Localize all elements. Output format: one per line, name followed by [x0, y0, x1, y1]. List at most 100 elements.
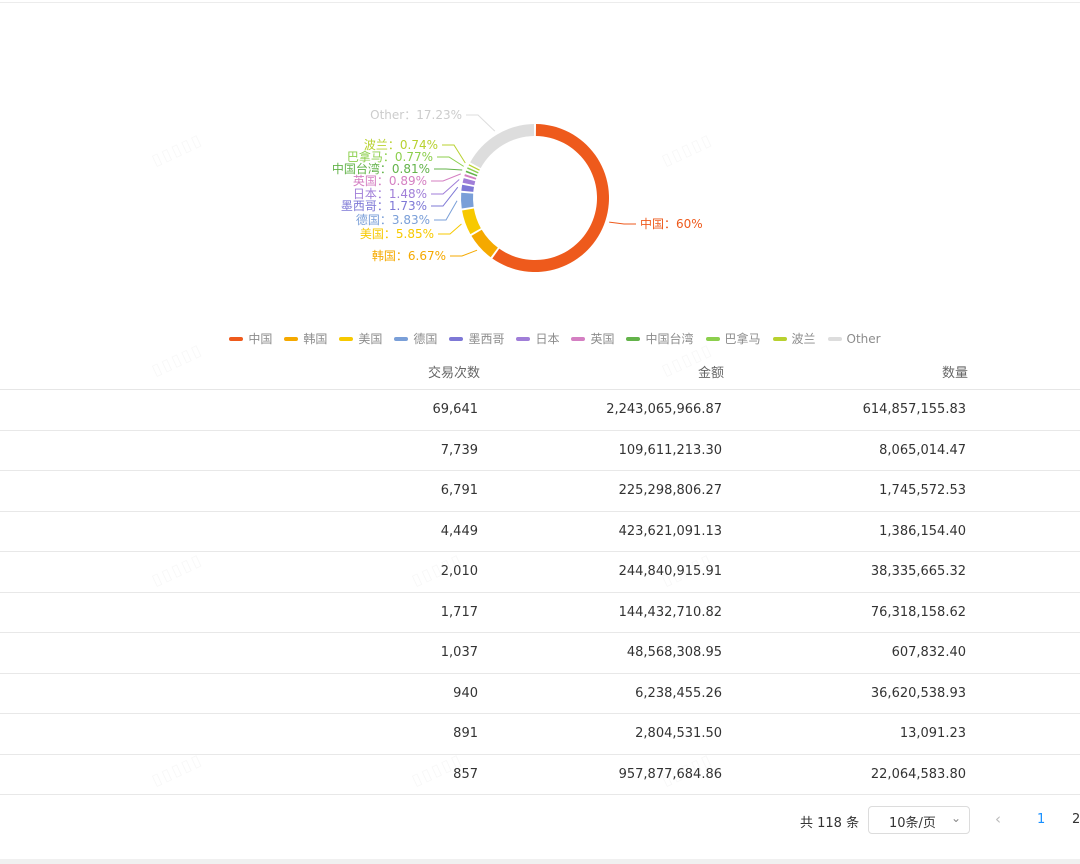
label-line: [442, 144, 466, 164]
table-row: 69,641 2,243,065,966.87 614,857,155.83: [0, 390, 1080, 431]
legend-label: 波兰: [791, 332, 816, 346]
cell-quantity: 1,386,154.40: [879, 523, 966, 539]
legend-swatch: [626, 336, 641, 341]
pie-slice[interactable]: [460, 192, 474, 209]
pie-slice[interactable]: [471, 229, 498, 258]
label-line: [434, 200, 458, 221]
page-size-label: 10条/页: [889, 816, 936, 831]
legend-label: 美国: [358, 332, 383, 346]
page-2-button[interactable]: 2: [1072, 812, 1080, 827]
legend-swatch: [705, 336, 720, 341]
pie-slice[interactable]: [464, 174, 477, 180]
label-line: [431, 186, 459, 207]
cell-amount: 109,611,213.30: [618, 442, 722, 458]
cell-trades: 69,641: [432, 402, 479, 417]
header-trades[interactable]: 交易次数: [427, 366, 480, 381]
legend-label: 墨西哥: [468, 332, 505, 346]
pie-slice[interactable]: [461, 184, 474, 192]
cell-quantity: 607,832.40: [891, 645, 966, 660]
legend-swatch: [571, 336, 586, 341]
header-quantity[interactable]: 数量: [941, 366, 968, 381]
slice-label: 韩国：6.67%: [372, 248, 446, 263]
cell-trades: 1,037: [440, 645, 478, 660]
label-line: [438, 223, 462, 235]
cell-quantity: 76,318,158.62: [870, 604, 966, 620]
cell-amount: 6,238,455.26: [635, 685, 722, 701]
cell-trades: 940: [453, 685, 478, 701]
legend-swatch: [516, 336, 531, 341]
legend-label: 中国台湾: [645, 332, 694, 346]
cell-quantity: 1,745,572.53: [879, 483, 966, 498]
table-row: 7,739 109,611,213.30 8,065,014.47: [0, 431, 1080, 471]
legend-swatch: [772, 336, 787, 341]
cell-amount: 2,243,065,966.87: [606, 402, 722, 417]
legend-item[interactable]: 中国: [229, 330, 272, 347]
cell-trades: 6,791: [440, 483, 478, 498]
legend-label: Other: [846, 331, 881, 346]
cell-quantity: 614,857,155.83: [862, 402, 966, 417]
legend-swatch: [339, 336, 354, 341]
pie-slice[interactable]: [462, 178, 476, 186]
legend-swatch: [827, 336, 842, 341]
table-row: 857 957,877,684.86 22,064,583.80: [0, 755, 1080, 795]
legend-swatch: [394, 336, 409, 341]
page-size-select[interactable]: 10条/页 ⌄: [868, 806, 970, 834]
pie-slice[interactable]: [468, 164, 480, 171]
legend-label: 中国: [248, 332, 273, 346]
cell-amount: 957,877,684.86: [618, 766, 722, 782]
cell-quantity: 36,620,538.93: [870, 685, 966, 701]
cell-quantity: 13,091.23: [899, 726, 966, 741]
pie-slice[interactable]: [465, 170, 478, 177]
table-row: 1,037 48,568,308.95 607,832.40: [0, 633, 1080, 674]
table-header: 交易次数 金额 数量: [0, 350, 1080, 390]
cell-amount: 244,840,915.91: [618, 564, 722, 579]
chevron-left-icon[interactable]: ‹: [995, 810, 1001, 828]
cell-amount: 48,568,308.95: [626, 645, 722, 660]
label-line: [431, 179, 460, 195]
cell-amount: 144,432,710.82: [618, 604, 722, 620]
chevron-down-icon: ⌄: [950, 811, 961, 825]
legend-item[interactable]: 德国: [394, 330, 437, 347]
donut-chart: 中国：60% 韩国：6.67% 美国：5.85%德国：3.83%墨西哥：1.73%日…: [332, 108, 703, 273]
cell-amount: 423,621,091.13: [618, 523, 722, 539]
legend-item[interactable]: 日本: [516, 330, 559, 347]
table-row: 2,010 244,840,915.91 38,335,665.32: [0, 552, 1080, 593]
legend-item[interactable]: 美国: [339, 330, 382, 347]
slice-label: 中国：60%: [640, 216, 703, 231]
cell-quantity: 22,064,583.80: [870, 766, 966, 782]
slice-label: Other：17.23%: [370, 108, 462, 122]
legend-item[interactable]: 墨西哥: [449, 330, 504, 347]
header-amount[interactable]: 金额: [697, 366, 724, 381]
legend-label: 德国: [413, 332, 438, 346]
slice-label: 巴拿马：0.77%: [347, 149, 433, 164]
legend-item[interactable]: 中国台湾: [626, 330, 694, 347]
pie-slice[interactable]: [467, 167, 479, 174]
legend-item[interactable]: Other: [827, 330, 881, 347]
legend-item[interactable]: 波兰: [772, 330, 816, 347]
bottom-divider: [0, 859, 1080, 864]
table-row: 891 2,804,531.50 13,091.23: [0, 714, 1080, 755]
cell-trades: 4,449: [440, 523, 478, 539]
page-1-button[interactable]: 1: [1037, 812, 1046, 827]
legend-item[interactable]: 韩国: [284, 330, 327, 347]
legend-swatch: [449, 336, 464, 341]
pie-slice[interactable]: [462, 208, 481, 235]
cell-amount: 225,298,806.27: [618, 483, 722, 498]
cell-amount: 2,804,531.50: [635, 726, 722, 741]
label-line: [431, 173, 462, 182]
cell-trades: 857: [453, 766, 478, 782]
label-line: [609, 221, 636, 225]
cell-quantity: 38,335,665.32: [870, 564, 966, 579]
label-line: [434, 168, 463, 171]
legend-swatch: [229, 336, 244, 341]
legend-item[interactable]: 英国: [571, 330, 614, 347]
slice-label: 美国：5.85%: [360, 227, 434, 241]
legend-item[interactable]: 巴拿马: [705, 330, 761, 347]
cell-trades: 1,717: [440, 604, 478, 620]
pie-slice[interactable]: [492, 124, 610, 273]
table-row: 940 6,238,455.26 36,620,538.93: [0, 674, 1080, 714]
top-divider: [0, 2, 1080, 3]
label-line: [466, 114, 496, 132]
cell-quantity: 8,065,014.47: [879, 442, 966, 458]
pie-slice[interactable]: [470, 124, 535, 169]
